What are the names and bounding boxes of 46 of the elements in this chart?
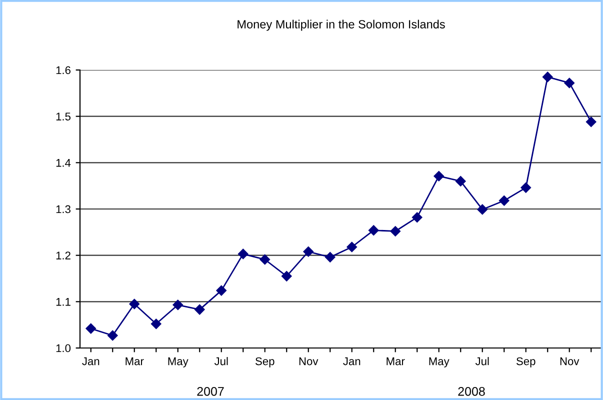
x-tick-label: Jul — [214, 357, 228, 366]
x-tick-label: Jan — [343, 357, 360, 366]
point — [86, 323, 96, 334]
point — [456, 176, 466, 186]
x-tick-label: May — [168, 357, 188, 368]
point — [194, 304, 205, 315]
point — [238, 248, 248, 260]
point — [151, 318, 162, 330]
point — [129, 298, 140, 310]
x-tick-label: Mar — [386, 357, 405, 366]
point — [172, 300, 183, 310]
point — [434, 170, 444, 182]
y-tick-label: 1.5 — [56, 112, 71, 120]
point — [542, 72, 553, 82]
point — [586, 116, 596, 128]
point — [303, 246, 314, 257]
point — [108, 330, 118, 341]
y-tick-label: 1.4 — [56, 159, 71, 167]
text: 2008 — [458, 386, 485, 396]
point — [282, 271, 292, 282]
point — [412, 212, 422, 222]
point — [520, 182, 531, 193]
x-tick-label: May — [429, 357, 450, 368]
y-tick-label: 1.3 — [56, 205, 70, 214]
point — [477, 204, 488, 215]
x-tick-label: Jan — [82, 357, 100, 366]
text: 2007 — [197, 386, 224, 396]
y-tick-label: 1.2 — [56, 252, 70, 260]
x-tick-label: Nov — [560, 357, 580, 366]
point — [368, 225, 379, 236]
x-tick-label: Sep — [516, 357, 536, 368]
x-tick-label: Mar — [126, 357, 144, 366]
y-tick-label: 1.1 — [56, 298, 70, 306]
point — [564, 78, 574, 88]
point — [260, 254, 270, 265]
chart-title: Money Multiplier in the Solomon Islands — [238, 20, 445, 31]
x-tick-label: Nov — [299, 357, 318, 366]
point — [216, 285, 226, 296]
x-tick-label: Sep — [255, 357, 274, 368]
point — [346, 242, 357, 252]
point — [499, 196, 510, 206]
y-tick-label: 1.0 — [56, 344, 71, 352]
point — [325, 252, 336, 262]
x-tick-label: Jul — [475, 357, 489, 366]
point — [390, 226, 400, 236]
y-tick-label: 1.6 — [56, 66, 70, 74]
